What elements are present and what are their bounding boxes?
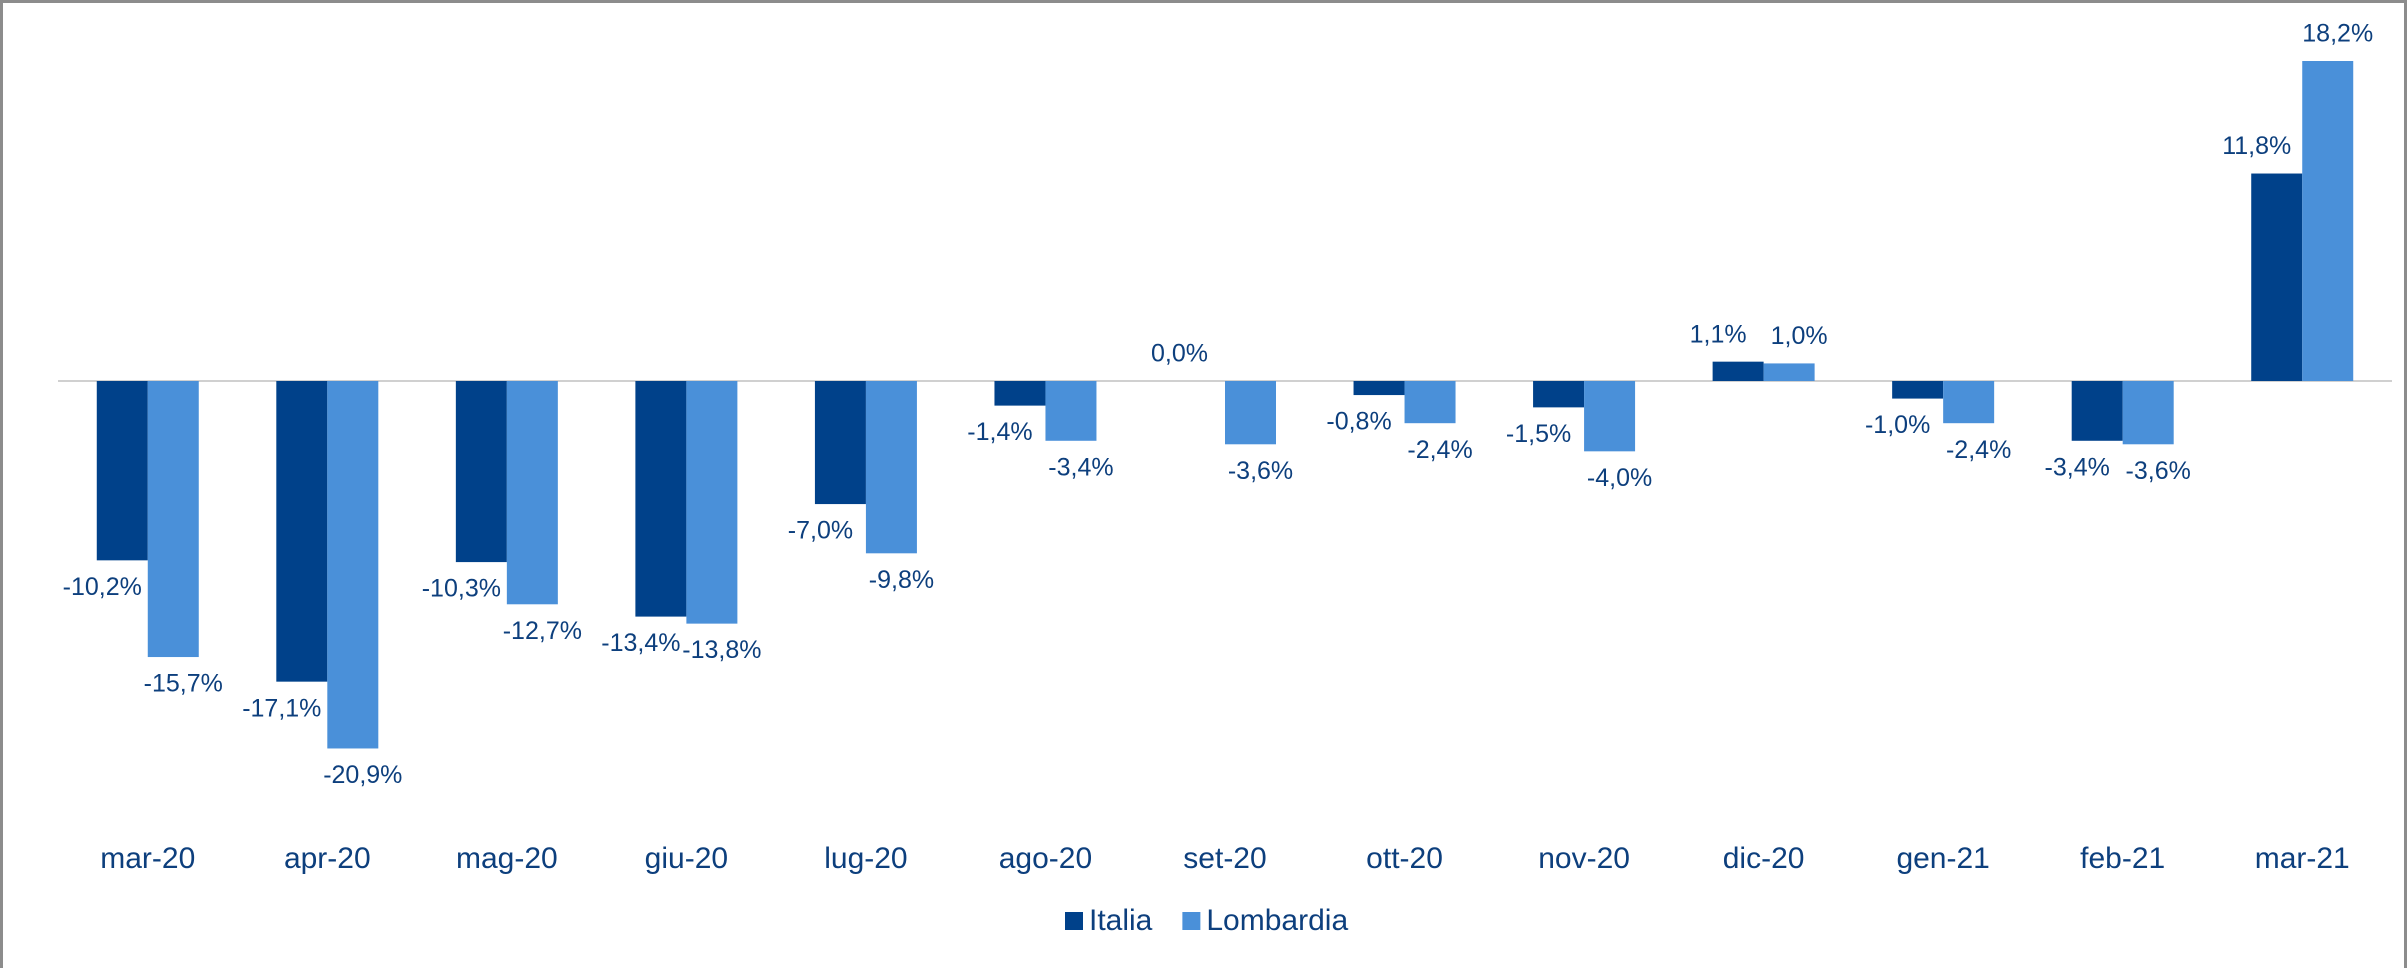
bar: [96, 381, 148, 561]
value-label: -4,0%: [1587, 464, 1652, 492]
x-tick-label: mar-21: [2255, 842, 2350, 875]
value-label: -13,8%: [682, 636, 761, 664]
legend-swatch: [1065, 912, 1083, 930]
x-tick-label: set-20: [1183, 842, 1266, 875]
value-label: 1,1%: [1690, 320, 1747, 348]
x-tick-label: lug-20: [824, 842, 907, 875]
x-tick-label: mag-20: [456, 842, 558, 875]
bar: [2302, 61, 2354, 381]
bar: [276, 381, 328, 682]
bar: [455, 381, 507, 563]
bar: [1712, 361, 1764, 381]
bar: [1225, 381, 1276, 445]
value-label: -10,3%: [422, 575, 501, 603]
value-label: -1,5%: [1506, 420, 1571, 448]
bar: [2071, 381, 2123, 441]
value-label: 0,0%: [1151, 340, 1208, 368]
bar: [1404, 381, 1456, 424]
value-label: -7,0%: [788, 517, 853, 545]
bar: [2122, 381, 2174, 445]
bar: [1943, 381, 1995, 424]
x-tick-label: ott-20: [1366, 842, 1443, 875]
bar: [686, 381, 738, 624]
bar: [1045, 381, 1097, 441]
value-label: -20,9%: [323, 761, 402, 789]
x-tick-label: giu-20: [645, 842, 728, 875]
x-tick-label: apr-20: [284, 842, 371, 875]
bar: [506, 381, 558, 605]
value-label: -3,6%: [2126, 457, 2191, 485]
value-label: -10,2%: [63, 573, 142, 601]
value-label: -3,4%: [1048, 453, 1113, 481]
x-tick-label: mar-20: [100, 842, 195, 875]
x-tick-label: ago-20: [999, 842, 1092, 875]
x-tick-label: feb-21: [2080, 842, 2165, 875]
bar: [147, 381, 199, 658]
value-label: -3,6%: [1228, 457, 1293, 485]
legend-label: Italia: [1089, 904, 1153, 937]
value-label: 11,8%: [2222, 132, 2291, 160]
bar: [1353, 381, 1405, 396]
value-label: -2,4%: [1946, 436, 2011, 464]
value-label: -1,4%: [967, 418, 1032, 446]
value-label: -3,4%: [2045, 453, 2110, 481]
value-label: -12,7%: [503, 617, 582, 645]
value-label: -9,8%: [869, 566, 934, 594]
value-label: -1,0%: [1865, 411, 1930, 439]
bar: [1584, 381, 1636, 452]
x-tick-label: gen-21: [1896, 842, 1989, 875]
value-label: 1,0%: [1771, 322, 1828, 350]
value-label: -17,1%: [242, 694, 321, 722]
legend-swatch: [1182, 912, 1201, 930]
value-label: 18,2%: [2302, 20, 2373, 48]
bar: [1763, 363, 1815, 381]
legend-label: Lombardia: [1206, 904, 1348, 937]
x-tick-label: dic-20: [1723, 842, 1805, 875]
bar: [814, 381, 866, 505]
bar: [1892, 381, 1944, 399]
value-label: -15,7%: [144, 670, 223, 698]
bar: [2251, 173, 2303, 381]
value-label: -13,4%: [601, 629, 680, 657]
x-tick-label: nov-20: [1538, 842, 1630, 875]
bar: [865, 381, 917, 554]
bar: [1533, 381, 1585, 408]
value-label: -0,8%: [1326, 408, 1391, 436]
bar: [327, 381, 379, 749]
bar: [994, 381, 1046, 406]
bar: [635, 381, 687, 617]
value-label: -2,4%: [1407, 436, 1472, 464]
